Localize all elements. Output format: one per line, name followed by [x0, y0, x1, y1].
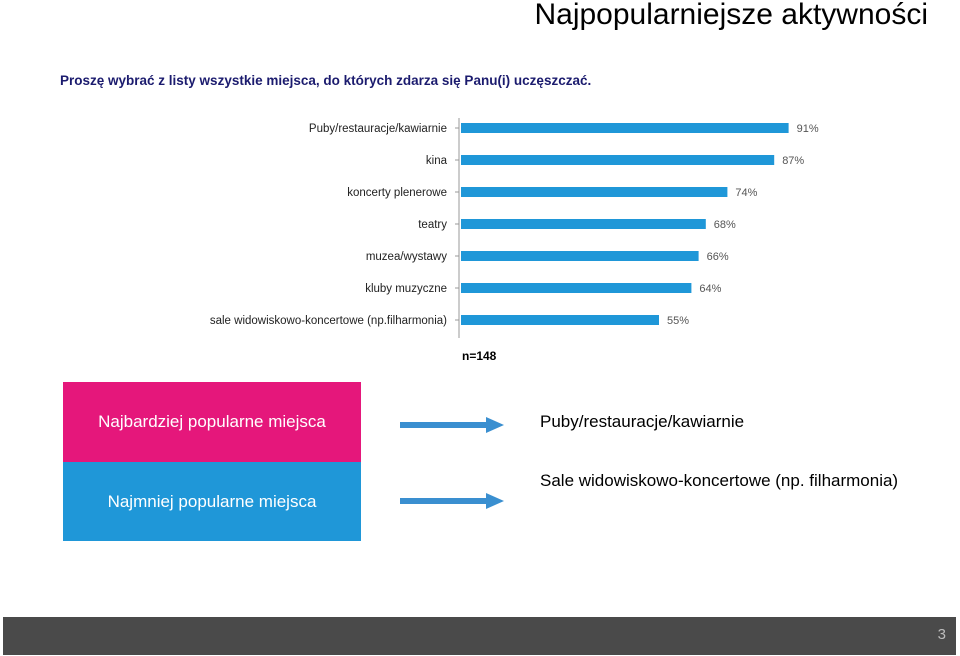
category-label: teatry	[418, 219, 447, 231]
sample-size: n=148	[462, 349, 497, 363]
category-label: muzea/wystawy	[366, 251, 447, 263]
bar	[461, 155, 775, 165]
page-title: Najpopularniejsze aktywności	[534, 0, 928, 31]
category-label: koncerty plenerowe	[347, 187, 447, 199]
category-label: kluby muzyczne	[365, 283, 447, 295]
bar	[461, 123, 789, 133]
value-label: 87%	[782, 155, 804, 167]
bar	[461, 251, 699, 261]
bar-chart: Puby/restauracje/kawiarnie 91% kina 87% konc…	[210, 118, 819, 338]
survey-question: Proszę wybrać z listy wszystkie miejsca,…	[60, 73, 591, 88]
value-label: 55%	[667, 315, 689, 327]
arrow-right-icon	[400, 493, 504, 509]
question-text: Proszę wybrać z listy wszystkie miejsca,…	[60, 73, 592, 88]
bar	[461, 283, 692, 293]
value-label: 64%	[699, 283, 721, 295]
bar	[461, 187, 728, 197]
value-label: 74%	[735, 187, 757, 199]
category-label: Puby/restauracje/kawiarnie	[309, 123, 447, 135]
footer-bar: 3	[3, 617, 956, 655]
least-popular-label: Najmniej popularne miejsca	[107, 491, 317, 511]
least-popular-value: Sale widowiskowo-koncertowe (np. filharm…	[540, 471, 899, 490]
most-popular-box: Najbardziej popularne miejsca	[63, 382, 361, 462]
arrow-right-icon	[400, 417, 504, 433]
value-label: 66%	[707, 251, 729, 263]
page-number: 3	[937, 626, 946, 643]
value-label: 68%	[714, 219, 736, 231]
bar	[461, 315, 659, 325]
category-label: kina	[426, 155, 448, 167]
most-popular-label: Najbardziej popularne miejsca	[98, 412, 326, 431]
value-label: 91%	[797, 123, 819, 135]
most-popular-value: Puby/restauracje/kawiarnie	[540, 412, 745, 431]
category-label: sale widowiskowo-koncertowe (np.filharmo…	[210, 315, 447, 327]
bar	[461, 219, 706, 229]
least-popular-box: Najmniej popularne miejsca	[63, 462, 361, 541]
